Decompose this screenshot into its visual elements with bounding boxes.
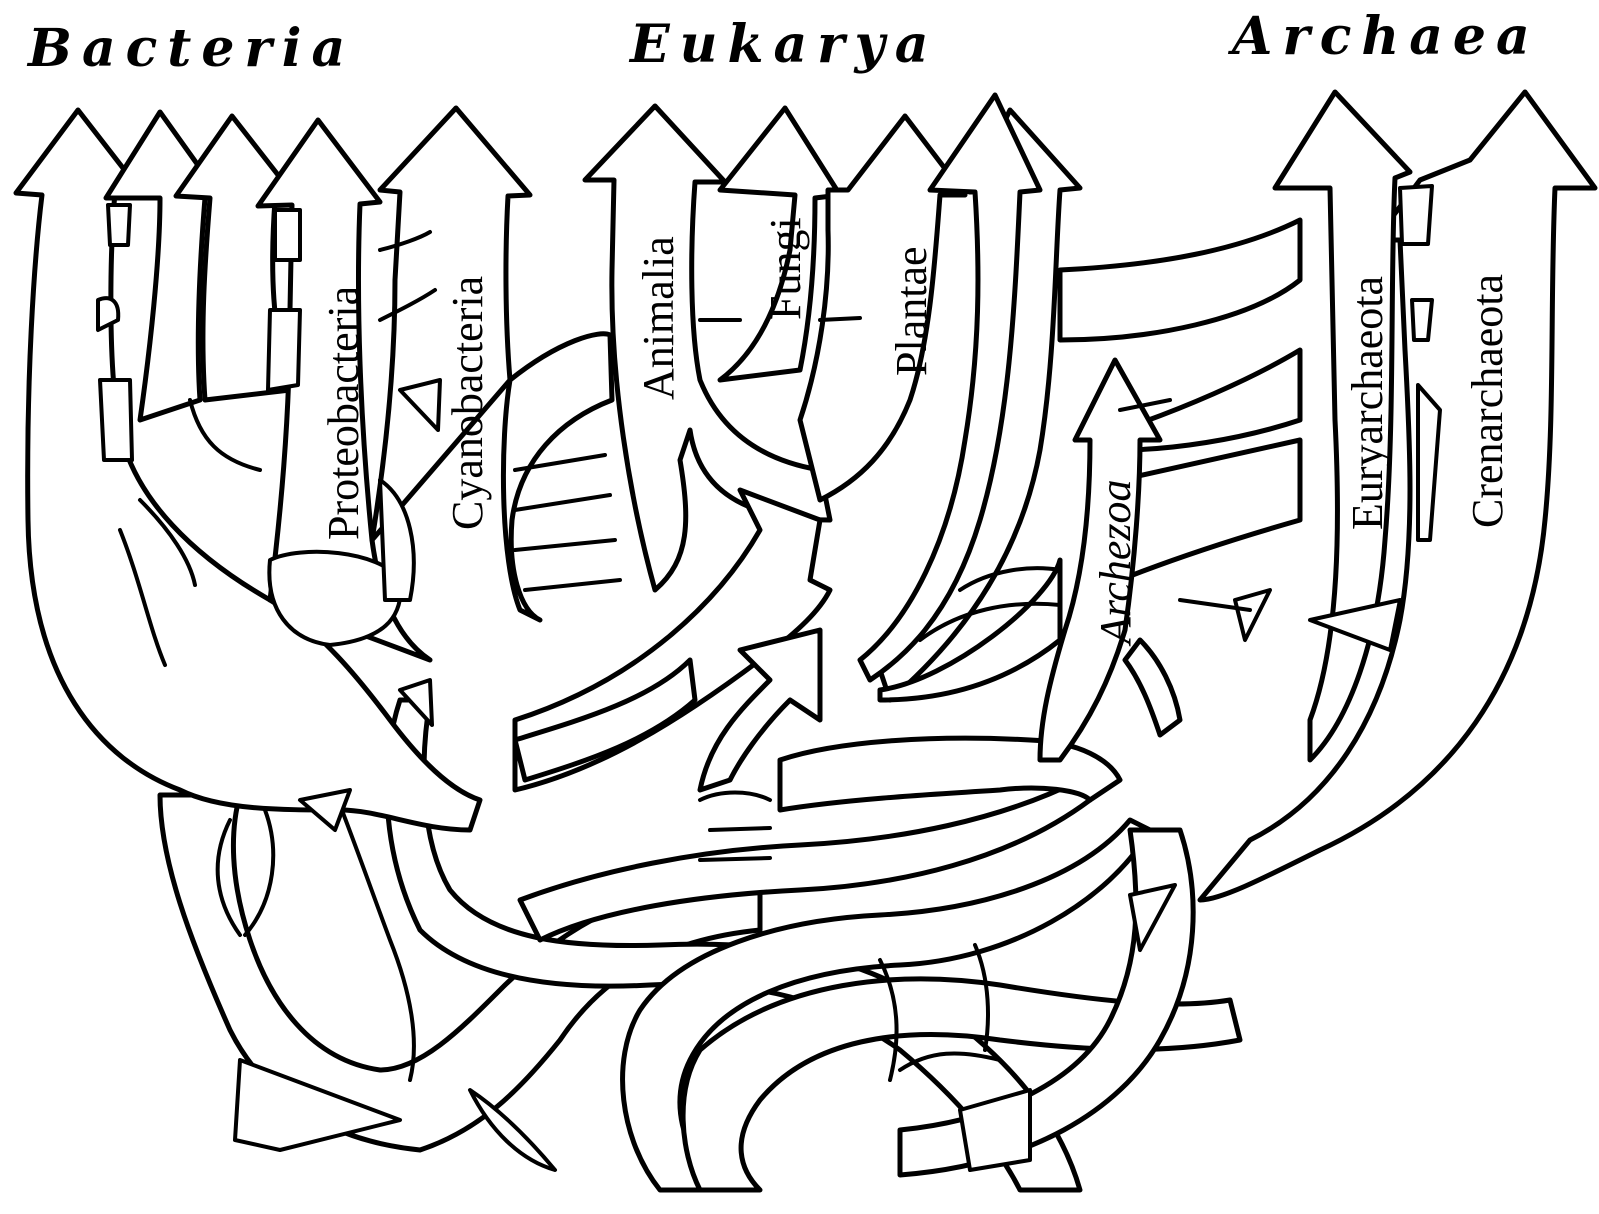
domain-label-eukarya: Eukarya — [628, 14, 938, 75]
group-label-proteobacteria: Proteobacteria — [319, 286, 368, 540]
root-tangle — [157, 697, 1243, 1193]
domain-label-archaea: Archaea — [1227, 6, 1540, 67]
group-label-crenarchaeota: Crenarchaeota — [1463, 274, 1512, 528]
eukarya-branches — [512, 92, 1123, 862]
group-labels: Proteobacteria Cyanobacteria Animalia Fu… — [319, 217, 1512, 647]
bacteria-branches — [13, 105, 622, 833]
group-label-euryarchaeota: Euryarchaeota — [1343, 276, 1392, 530]
group-label-animalia: Animalia — [634, 236, 683, 400]
group-label-cyanobacteria: Cyanobacteria — [443, 276, 492, 530]
group-label-fungi: Fungi — [761, 217, 810, 320]
group-label-plantae: Plantae — [887, 246, 936, 376]
domain-label-bacteria: Bacteria — [26, 18, 355, 79]
group-label-archezoa: Archezoa — [1091, 479, 1140, 647]
archaea-branches — [1037, 89, 1598, 903]
